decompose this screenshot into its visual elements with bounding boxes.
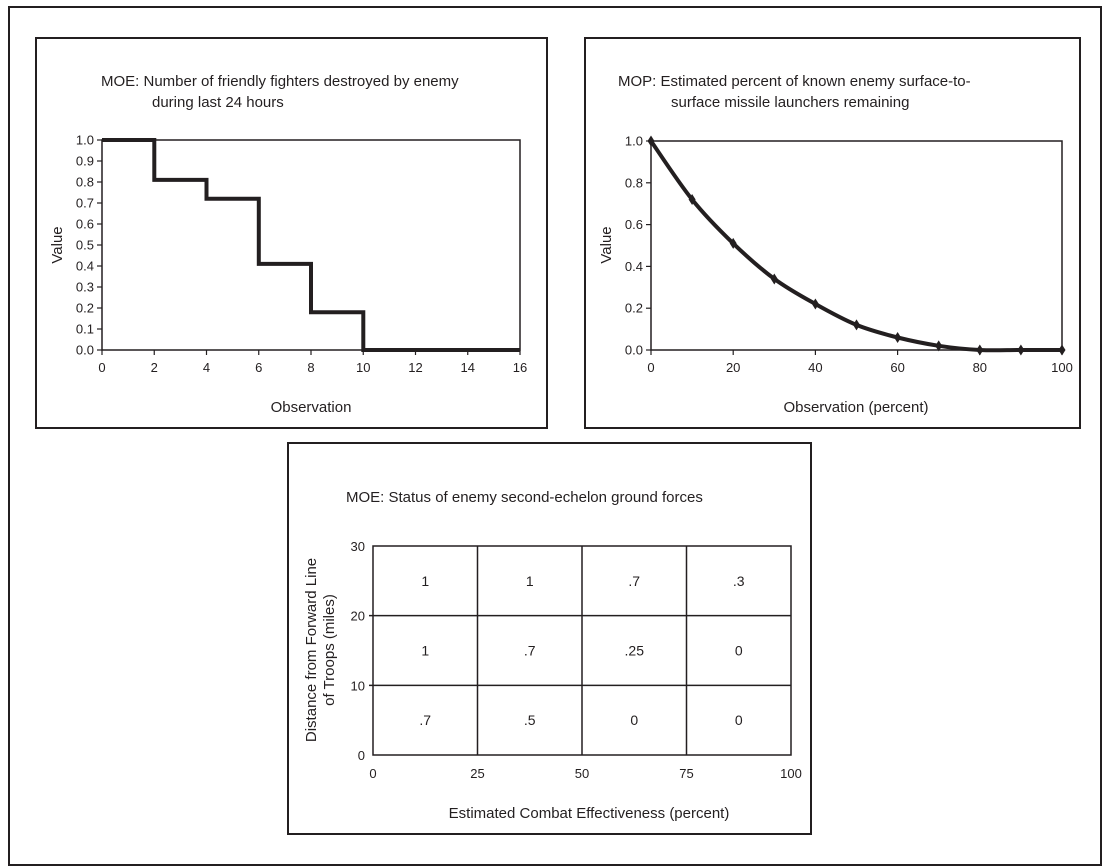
y-tick-label: 0 bbox=[358, 748, 365, 763]
ground-forces-grid: MOE: Status of enemy second-echelon grou… bbox=[303, 489, 802, 822]
chart-title-line-2: during last 24 hours bbox=[152, 94, 284, 111]
y-tick-label: 0.9 bbox=[76, 154, 94, 169]
y-tick-label: 20 bbox=[351, 609, 365, 624]
y-tick-label: 0.2 bbox=[625, 301, 643, 316]
grid-cell-value: 1 bbox=[526, 573, 534, 589]
y-axis-label: Value bbox=[598, 226, 615, 263]
y-tick-label: 0.5 bbox=[76, 238, 94, 253]
series-line bbox=[649, 139, 1062, 353]
data-point-marker bbox=[811, 298, 819, 310]
grid-cell-value: 1 bbox=[421, 573, 429, 589]
y-tick-label: 0.8 bbox=[76, 175, 94, 190]
chart-title-line-2: surface missile launchers remaining bbox=[671, 94, 909, 111]
fighters-chart-panel: MOE: Number of friendly fighters destroy… bbox=[35, 37, 548, 429]
grid-cell-value: 0 bbox=[735, 712, 743, 728]
grid-cell-value: 0 bbox=[630, 712, 638, 728]
grid-cell-value: .7 bbox=[419, 712, 431, 728]
data-point-marker bbox=[1058, 344, 1066, 356]
chart-title-line-1: MOP: Estimated percent of known enemy su… bbox=[618, 73, 971, 90]
x-axis-label: Observation (percent) bbox=[783, 399, 928, 416]
grid-cell-value: 0 bbox=[735, 643, 743, 659]
y-tick-label: 0.6 bbox=[76, 217, 94, 232]
x-tick-label: 50 bbox=[575, 766, 589, 781]
x-tick-label: 80 bbox=[973, 360, 987, 375]
y-tick-label: 0.3 bbox=[76, 280, 94, 295]
y-tick-label: 0.7 bbox=[76, 196, 94, 211]
ground-forces-grid-panel: MOE: Status of enemy second-echelon grou… bbox=[287, 442, 812, 835]
data-point-marker bbox=[729, 237, 737, 249]
data-point-marker bbox=[894, 331, 902, 343]
grid-cell-value: .25 bbox=[625, 643, 645, 659]
x-tick-label: 100 bbox=[1051, 360, 1073, 375]
y-tick-label: 0.4 bbox=[76, 259, 94, 274]
y-tick-label: 0.2 bbox=[76, 301, 94, 316]
y-tick-label: 0.4 bbox=[625, 259, 643, 274]
x-tick-label: 12 bbox=[408, 360, 422, 375]
missile-launchers-chart: MOP: Estimated percent of known enemy su… bbox=[598, 73, 1073, 416]
step-series-line bbox=[102, 138, 520, 352]
x-tick-label: 100 bbox=[780, 766, 802, 781]
x-tick-label: 16 bbox=[513, 360, 527, 375]
x-tick-label: 60 bbox=[890, 360, 904, 375]
x-tick-label: 2 bbox=[151, 360, 158, 375]
x-tick-label: 6 bbox=[255, 360, 262, 375]
data-point-marker bbox=[1017, 344, 1025, 356]
y-tick-label: 30 bbox=[351, 539, 365, 554]
data-point-marker bbox=[853, 319, 860, 331]
y-axis-label-line-1: Distance from Forward Line bbox=[303, 558, 320, 742]
x-tick-label: 40 bbox=[808, 360, 822, 375]
missile-launchers-chart-panel: MOP: Estimated percent of known enemy su… bbox=[584, 37, 1081, 429]
grid-cell-value: .3 bbox=[733, 573, 745, 589]
x-tick-label: 0 bbox=[647, 360, 654, 375]
plot-area bbox=[101, 139, 521, 351]
y-tick-label: 1.0 bbox=[625, 134, 643, 149]
y-tick-label: 0.0 bbox=[625, 343, 643, 358]
x-tick-label: 0 bbox=[98, 360, 105, 375]
plot-area bbox=[650, 140, 1063, 351]
data-point-marker bbox=[976, 344, 984, 356]
y-tick-label: 0.1 bbox=[76, 322, 94, 337]
data-point-marker bbox=[647, 135, 655, 147]
y-axis-label-line-2: of Troops (miles) bbox=[321, 594, 338, 706]
grid-cell-value: 1 bbox=[421, 643, 429, 659]
y-tick-label: 1.0 bbox=[76, 133, 94, 148]
x-tick-label: 8 bbox=[307, 360, 314, 375]
x-tick-label: 4 bbox=[203, 360, 210, 375]
x-tick-label: 75 bbox=[679, 766, 693, 781]
chart-title-line-1: MOE: Number of friendly fighters destroy… bbox=[101, 73, 459, 90]
chart-title: MOE: Status of enemy second-echelon grou… bbox=[346, 489, 703, 506]
x-tick-label: 25 bbox=[470, 766, 484, 781]
y-tick-label: 10 bbox=[351, 678, 365, 693]
grid-cell-value: .7 bbox=[628, 573, 640, 589]
y-axis-label: Value bbox=[49, 226, 66, 263]
x-axis-label: Observation bbox=[271, 399, 352, 416]
x-tick-label: 10 bbox=[356, 360, 370, 375]
x-tick-label: 0 bbox=[369, 766, 376, 781]
grid-cell-value: .7 bbox=[524, 643, 536, 659]
x-tick-label: 14 bbox=[461, 360, 475, 375]
data-point-marker bbox=[688, 194, 696, 206]
x-axis-label: Estimated Combat Effectiveness (percent) bbox=[449, 805, 730, 822]
fighters-chart: MOE: Number of friendly fighters destroy… bbox=[49, 73, 527, 416]
data-point-marker bbox=[935, 340, 943, 352]
grid-cell-value: .5 bbox=[524, 712, 536, 728]
y-tick-label: 0.0 bbox=[76, 343, 94, 358]
x-tick-label: 20 bbox=[726, 360, 740, 375]
y-tick-label: 0.6 bbox=[625, 217, 643, 232]
data-point-marker bbox=[770, 273, 778, 285]
y-tick-label: 0.8 bbox=[625, 175, 643, 190]
